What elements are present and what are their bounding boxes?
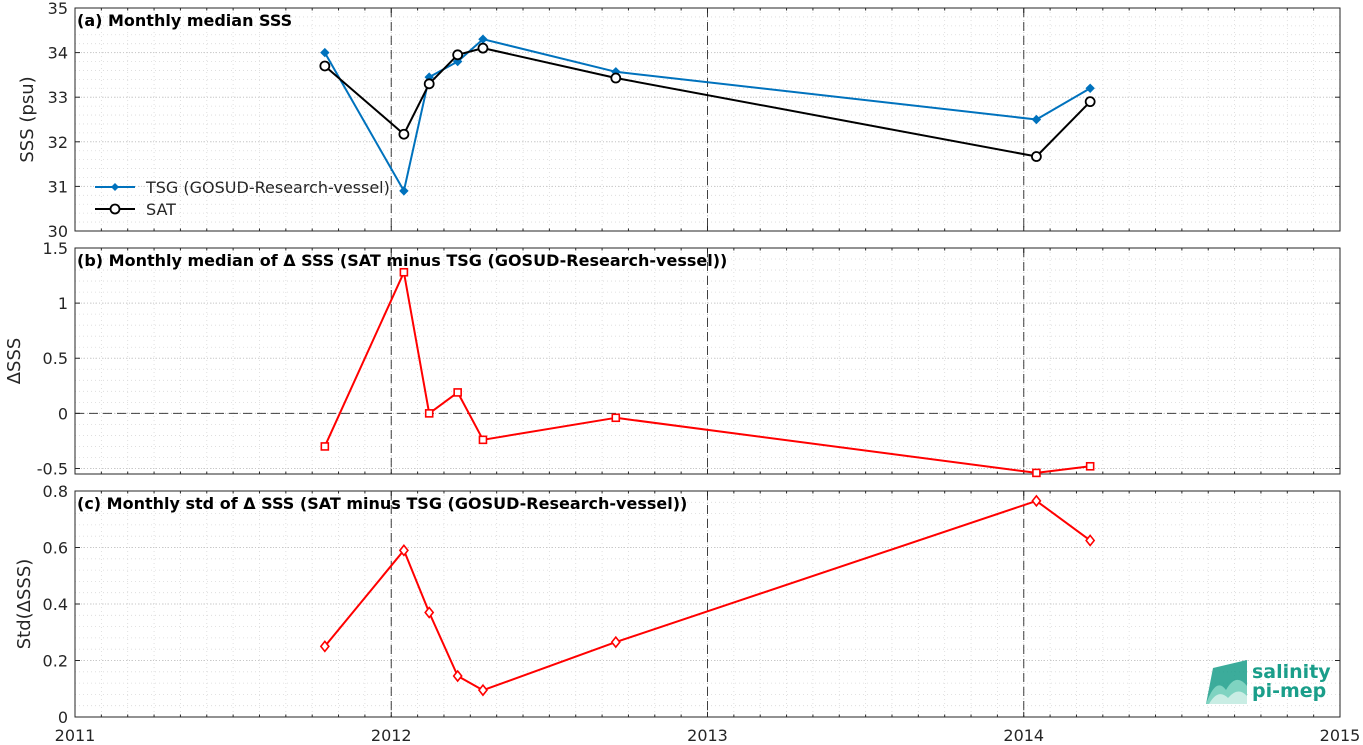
- data-point: [452, 49, 464, 61]
- data-point: [1031, 114, 1042, 125]
- y-axis-label: ΔSSS: [4, 338, 25, 385]
- data-point: [453, 388, 462, 397]
- logo-text-line1: salinity: [1252, 661, 1331, 683]
- data-point: [1032, 468, 1041, 478]
- data-point: [610, 635, 621, 649]
- y-tick-label: 35: [48, 0, 68, 18]
- series-line: [323, 271, 1091, 474]
- data-point: [1085, 83, 1095, 93]
- data-point: [320, 47, 330, 58]
- data-point: [1084, 96, 1096, 108]
- y-tick-label: 33: [48, 88, 68, 107]
- salinity-pi-mep-logo: salinity pi-mep: [1206, 660, 1331, 704]
- series-1: [320, 267, 1095, 478]
- logo-graphic: [1206, 660, 1247, 704]
- legend-marker: [111, 183, 119, 191]
- data-point: [423, 78, 435, 90]
- y-tick-label: -0.5: [37, 459, 68, 478]
- x-tick-label: 2012: [371, 726, 412, 745]
- y-tick-label: 34: [48, 44, 68, 63]
- y-tick-label: 31: [48, 177, 68, 196]
- panel-title: (c) Monthly std of Δ SSS (SAT minus TSG …: [77, 494, 687, 513]
- data-point: [452, 669, 463, 683]
- data-point: [477, 683, 488, 697]
- x-tick-label: 2015: [1320, 726, 1361, 745]
- data-point: [1031, 151, 1042, 162]
- x-tick-label: 2013: [687, 726, 728, 745]
- legend-label: TSG (GOSUD-Research-vessel): [145, 178, 390, 197]
- data-point: [399, 267, 409, 277]
- series-2: [319, 42, 1096, 162]
- series-line: [323, 38, 1091, 192]
- y-tick-label: 0.6: [43, 539, 68, 558]
- data-point: [399, 186, 409, 196]
- data-point: [1031, 494, 1042, 508]
- panel-title: (b) Monthly median of Δ SSS (SAT minus T…: [77, 251, 727, 270]
- y-tick-label: 0.8: [43, 482, 68, 501]
- data-point: [398, 128, 410, 140]
- data-point: [477, 42, 489, 54]
- panel-a: 30 31 32 33 34 35 SSS (psu) (a) Monthly median …: [17, 0, 1341, 241]
- y-tick-label: 1.5: [43, 239, 68, 258]
- y-tick-label: 0.5: [43, 349, 68, 368]
- y-axis-label: SSS (psu): [17, 76, 38, 162]
- panel-b: -0.5 0 0.5 1 1.5 ΔSSS (b) Monthly median of Δ …: [4, 239, 1341, 478]
- panel-c: 0 0.2 0.4 0.6 0.8 2011 2012 2013 2014 2015 Std(ΔSS…: [14, 482, 1360, 745]
- x-tick-label: 2011: [55, 726, 96, 745]
- series-line: [324, 47, 1091, 158]
- data-point: [398, 544, 409, 557]
- panel-title: (a) Monthly median SSS: [77, 11, 292, 30]
- legend: TSG (GOSUD-Research-vessel) SAT: [95, 178, 390, 219]
- legend-marker: [109, 203, 121, 215]
- data-point: [424, 606, 435, 619]
- data-point: [319, 60, 331, 72]
- data-point: [319, 640, 330, 653]
- y-tick-label: 0: [58, 404, 68, 423]
- y-tick-label: 32: [48, 133, 68, 152]
- y-tick-label: 1: [58, 294, 68, 313]
- y-tick-label: 0: [58, 708, 68, 727]
- data-point: [424, 409, 434, 418]
- y-tick-label: 30: [48, 222, 68, 241]
- y-tick-label: 0.2: [43, 652, 68, 671]
- series-1: [319, 494, 1096, 697]
- x-tick-label: 2014: [1003, 726, 1044, 745]
- series-line: [324, 499, 1091, 692]
- data-point: [1085, 534, 1096, 547]
- logo-text-line2: pi-mep: [1252, 680, 1326, 702]
- data-point: [1085, 461, 1095, 471]
- legend-label: SAT: [146, 200, 176, 219]
- y-axis-label: Std(ΔSSS): [14, 559, 35, 650]
- data-point: [320, 442, 330, 451]
- data-point: [610, 72, 622, 84]
- y-tick-label: 0.4: [43, 595, 68, 614]
- data-point: [611, 413, 621, 423]
- data-point: [478, 435, 488, 445]
